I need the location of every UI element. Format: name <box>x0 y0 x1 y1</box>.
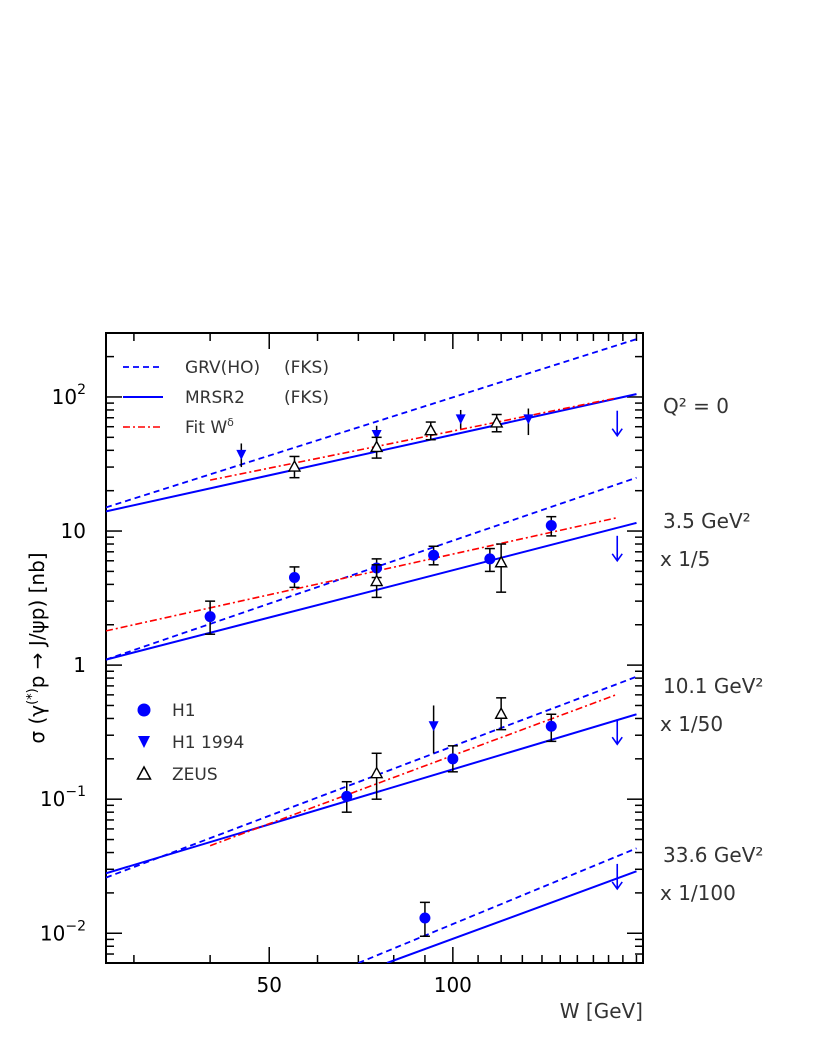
q2-label: Q² = 0 <box>663 394 729 418</box>
y-tick-label: 102 <box>52 382 86 409</box>
y-tick-label: 10−1 <box>40 784 86 811</box>
zeus-point <box>490 415 504 428</box>
zeus-point <box>369 440 384 453</box>
h1-point <box>419 912 431 924</box>
h1-1994-point <box>523 414 534 425</box>
x-tick-label: 100 <box>434 973 472 997</box>
h1-point <box>484 553 496 565</box>
zeus-point <box>424 423 438 436</box>
upper-limit-arrowhead <box>611 553 623 563</box>
y-tick-labels: 102 10 1 10−1 10−2 <box>40 382 86 945</box>
h1-1994-point <box>236 449 247 460</box>
q2-labels: Q² = 0 3.5 GeV² x 1/5 10.1 GeV² x 1/50 33.6 G… <box>660 394 763 905</box>
legend: GRV(HO) (FKS) MRSR2 (FKS) Fit Wδ H1 H1 1994 ZEU… <box>123 358 329 785</box>
fit-curve-2 <box>209 694 617 847</box>
zeus-point <box>369 574 384 587</box>
legend-line-extra: (FKS) <box>284 388 329 408</box>
legend-marker-label: H1 <box>172 701 196 721</box>
mrsr2-curve-1 <box>106 521 637 661</box>
legend-line-extra: (FKS) <box>284 358 329 378</box>
legend-h1-marker <box>137 703 151 717</box>
axis-ticks <box>106 332 643 964</box>
h1-point <box>204 611 216 623</box>
q2-scale-label: x 1/5 <box>660 547 710 571</box>
h1-1994-point <box>371 430 382 441</box>
zeus-point <box>287 459 302 472</box>
grv-curve-3 <box>358 847 637 963</box>
y-axis-label: σ (γ(*)p → J/ψp) [nb] <box>25 552 49 743</box>
h1-1994-point <box>428 721 439 732</box>
h1-point <box>545 720 557 732</box>
q2-label: 10.1 GeV² <box>663 674 763 698</box>
data-points <box>204 408 623 937</box>
h1-1994-point <box>455 414 466 425</box>
fit-curve-1 <box>106 517 616 632</box>
legend-marker-label: H1 1994 <box>172 733 244 753</box>
legend-line-label: GRV(HO) <box>185 358 260 378</box>
legend-line-label: MRSR2 <box>185 388 245 408</box>
x-tick-label: 50 <box>257 973 282 997</box>
y-tick-label: 1 <box>73 653 86 677</box>
h1-point <box>341 790 353 802</box>
x-axis-label: W [GeV] <box>560 999 643 1023</box>
q2-label: 33.6 GeV² <box>663 843 763 867</box>
q2-label: 3.5 GeV² <box>663 509 751 533</box>
mrsr2-curve-3 <box>386 870 637 963</box>
zeus-point <box>494 555 508 568</box>
mrsr2-curve-0 <box>106 393 637 513</box>
h1-point <box>447 753 459 765</box>
grv-curve-0 <box>106 338 637 509</box>
legend-zeus-marker <box>136 765 152 780</box>
q2-scale-label: x 1/50 <box>660 712 723 736</box>
zeus-point <box>494 706 508 719</box>
upper-limit-arrowhead <box>611 428 623 438</box>
upper-limit-arrowhead <box>611 881 623 891</box>
h1-point <box>428 549 440 561</box>
q2-scale-label: x 1/100 <box>660 881 736 905</box>
upper-limit-arrowhead <box>611 736 623 746</box>
h1-point <box>545 519 557 531</box>
fit-curve-0 <box>209 397 616 481</box>
zeus-point <box>369 766 384 779</box>
y-tick-label: 10 <box>61 519 86 543</box>
legend-line-label: Fit Wδ <box>185 416 234 438</box>
y-tick-label: 10−2 <box>40 918 86 945</box>
plot-frame <box>105 332 644 964</box>
legend-h1-1994-marker <box>138 736 150 748</box>
h1-point <box>288 572 300 584</box>
legend-marker-label: ZEUS <box>172 765 218 785</box>
x-tick-labels: 50 100 <box>257 973 472 997</box>
